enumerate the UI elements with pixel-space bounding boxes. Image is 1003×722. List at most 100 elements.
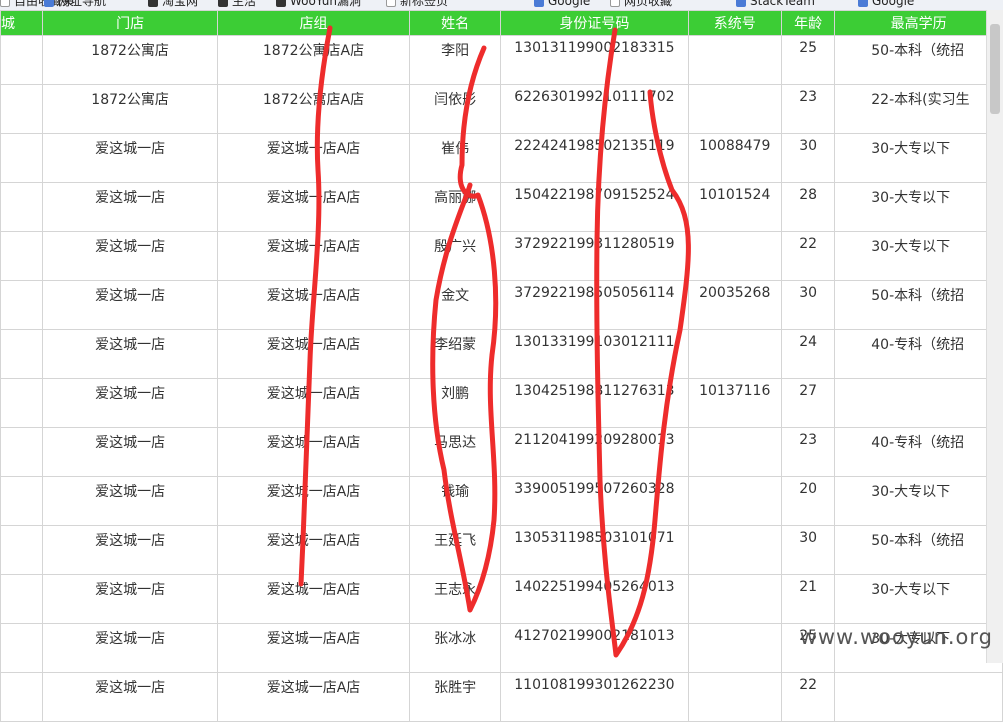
table-row[interactable]: 爱这城一店 爱这城一店A店 张胜宇 110108199301262230 22 [0, 672, 1003, 722]
bookmark-item[interactable]: Google [534, 0, 590, 8]
bookmark-item[interactable]: StackTeam [736, 0, 815, 8]
table-cell [687, 329, 782, 379]
scroll-thumb[interactable] [990, 24, 1000, 114]
table-cell: 211204199209280013 [500, 427, 689, 477]
bookmark-item[interactable]: 新标签页 [386, 0, 448, 8]
column-header[interactable]: 最高学历 [834, 10, 1003, 36]
bookmark-item[interactable]: WooYun漏洞 [276, 0, 361, 8]
table-cell: 30-大专以下 [834, 231, 1003, 281]
table-cell: 爱这城一店 [42, 525, 219, 575]
table-cell [0, 525, 44, 575]
bookmark-item[interactable]: 淘宝网 [148, 0, 198, 8]
bookmark-item[interactable]: 网页收藏 [610, 0, 672, 8]
table-cell [0, 182, 44, 232]
globe-icon [736, 0, 746, 7]
table-cell: 爱这城一店 [42, 231, 219, 281]
table-cell [834, 672, 1003, 722]
folder-icon [276, 0, 286, 7]
table-cell: 爱这城一店A店 [217, 329, 410, 379]
table-cell: 爱这城一店A店 [217, 182, 410, 232]
table-cell: 爱这城一店 [42, 427, 219, 477]
table-cell: 372922199311280519 [500, 231, 689, 281]
column-header[interactable]: 店组 [217, 10, 410, 36]
table-cell: 爱这城一店 [42, 280, 219, 330]
bookmark-item[interactable]: Google [858, 0, 914, 8]
table-cell: 30-大专以下 [834, 133, 1003, 183]
table-cell: 1872公寓店 [42, 84, 219, 134]
table-row[interactable]: 爱这城一店 爱这城一店A店 李绍蒙 130133199103012111 24 40-专科… [0, 329, 1003, 379]
table-cell: 爱这城一店 [42, 574, 219, 624]
folder-icon [218, 0, 228, 7]
column-header[interactable]: 身份证号码 [500, 10, 689, 36]
table-cell: 30 [780, 525, 836, 575]
table-cell: 闫依彤 [408, 84, 502, 134]
table-cell [687, 574, 782, 624]
table-cell: 50-本科（统招 [834, 525, 1003, 575]
table-cell: 爱这城一店 [42, 623, 219, 673]
table-row[interactable]: 1872公寓店 1872公寓店A店 李阳 130131199002183315 25 50… [0, 35, 1003, 85]
column-header[interactable]: 城 [0, 10, 44, 36]
table-cell [0, 133, 44, 183]
page-icon [386, 0, 396, 7]
table-cell [0, 84, 44, 134]
table-row[interactable]: 爱这城一店 爱这城一店A店 高丽娜 150422198709152524 1010152… [0, 182, 1003, 232]
table-cell: 22 [780, 231, 836, 281]
table-cell: 爱这城一店A店 [217, 280, 410, 330]
table-cell: 22 [780, 672, 836, 722]
table-row[interactable]: 爱这城一店 爱这城一店A店 崔伟 222424198502135119 10088479… [0, 133, 1003, 183]
folder-icon [148, 0, 158, 7]
table-row[interactable]: 爱这城一店 爱这城一店A店 刘鹏 130425198811276313 10137116… [0, 378, 1003, 428]
table-cell [834, 378, 1003, 428]
table-cell: 李阳 [408, 35, 502, 85]
table-cell: 50-本科（统招 [834, 280, 1003, 330]
table-cell: 爱这城一店A店 [217, 133, 410, 183]
table-cell [0, 231, 44, 281]
table-cell: 130531198503101071 [500, 525, 689, 575]
column-header[interactable]: 年龄 [780, 10, 836, 36]
bookmark-item[interactable]: 生活 [218, 0, 256, 8]
table-cell: 爱这城一店 [42, 672, 219, 722]
table-cell: 爱这城一店 [42, 182, 219, 232]
table-cell: 崔伟 [408, 133, 502, 183]
data-table: 城 门店 店组 姓名 身份证号码 系统号 年龄 最高学历 1872公寓店 1872… [0, 10, 1003, 722]
table-cell: 622630199210111702 [500, 84, 689, 134]
table-row[interactable]: 爱这城一店 爱这城一店A店 金文 372922198505056114 20035268… [0, 280, 1003, 330]
table-cell: 50-本科（统招 [834, 35, 1003, 85]
column-header[interactable]: 姓名 [408, 10, 502, 36]
table-cell: 爱这城一店 [42, 133, 219, 183]
table-cell [0, 427, 44, 477]
table-cell: 130133199103012111 [500, 329, 689, 379]
table-row[interactable]: 爱这城一店 爱这城一店A店 殷广兴 372922199311280519 22 30-大专… [0, 231, 1003, 281]
table-cell: 30 [780, 280, 836, 330]
table-cell: 339005199507260328 [500, 476, 689, 526]
table-cell: 金文 [408, 280, 502, 330]
table-cell [0, 35, 44, 85]
table-cell: 10088479 [687, 133, 782, 183]
table-cell: 爱这城一店A店 [217, 378, 410, 428]
column-header[interactable]: 系统号 [687, 10, 782, 36]
table-cell: 张冰冰 [408, 623, 502, 673]
table-cell: 412702199002181013 [500, 623, 689, 673]
table-row[interactable]: 爱这城一店 爱这城一店A店 王延飞 130531198503101071 30 50-本科… [0, 525, 1003, 575]
table-cell: 10101524 [687, 182, 782, 232]
table-cell: 30 [780, 133, 836, 183]
table-row[interactable]: 1872公寓店 1872公寓店A店 闫依彤 622630199210111702 23 2… [0, 84, 1003, 134]
table-row[interactable]: 爱这城一店 爱这城一店A店 马思达 211204199209280013 23 40-专科… [0, 427, 1003, 477]
table-cell: 27 [780, 378, 836, 428]
table-cell [0, 574, 44, 624]
vertical-scrollbar[interactable] [986, 10, 1003, 663]
table-row[interactable]: 爱这城一店 爱这城一店A店 钱瑜 339005199507260328 20 30-大专以… [0, 476, 1003, 526]
column-header[interactable]: 门店 [42, 10, 219, 36]
table-cell: 23 [780, 427, 836, 477]
bookmark-item[interactable]: 网址导航 [44, 0, 106, 8]
table-cell: 30-大专以下 [834, 574, 1003, 624]
table-cell [687, 84, 782, 134]
table-cell: 28 [780, 182, 836, 232]
page-icon [0, 0, 10, 7]
table-cell: 爱这城一店A店 [217, 672, 410, 722]
table-cell: 1872公寓店A店 [217, 35, 410, 85]
table-row[interactable]: 爱这城一店 爱这城一店A店 王志永 140225199405264013 21 30-大专… [0, 574, 1003, 624]
table-cell: 150422198709152524 [500, 182, 689, 232]
table-cell: 爱这城一店A店 [217, 623, 410, 673]
table-cell [0, 378, 44, 428]
